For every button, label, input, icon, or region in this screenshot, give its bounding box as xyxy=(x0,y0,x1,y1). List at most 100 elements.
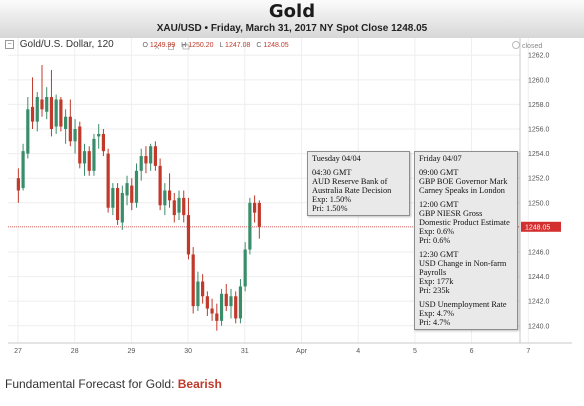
candle xyxy=(134,163,139,208)
event-line: USD Unemployment Rate xyxy=(419,300,507,309)
candle-body xyxy=(229,296,233,307)
y-tick-label: 1254.0 xyxy=(528,151,550,158)
candle xyxy=(172,192,176,223)
candle xyxy=(68,99,72,147)
candle xyxy=(97,124,101,149)
candle-body xyxy=(82,151,87,164)
event-box-tuesday: Tuesday 04/04 04:30 GMT AUD Reserve Bank o… xyxy=(307,151,410,216)
candle-body xyxy=(30,106,35,122)
event-line: GBP NIESR Gross xyxy=(419,209,483,218)
candle xyxy=(144,146,148,174)
x-tick-label: 4 xyxy=(356,348,360,355)
candle-body xyxy=(219,293,224,321)
candle xyxy=(49,69,54,137)
event-line: Domestic Product Estimate xyxy=(419,218,510,227)
candle-body xyxy=(257,202,261,227)
candle xyxy=(257,200,261,239)
event-line: Exp: 4.7% xyxy=(419,309,455,318)
symbol-label: Gold/U.S. Dollar, 120 xyxy=(19,39,114,50)
candle xyxy=(224,283,228,312)
event-line: Exp: 1.50% xyxy=(312,195,352,204)
candle-body xyxy=(163,190,167,206)
toggle-collapse-icon[interactable]: − xyxy=(5,40,14,49)
candle xyxy=(196,271,200,312)
candle-body xyxy=(125,183,129,196)
event-line: Pri: 4.7% xyxy=(419,318,451,327)
candle xyxy=(26,97,30,159)
candle-body xyxy=(224,293,228,307)
candle xyxy=(111,183,115,216)
candle-body xyxy=(115,188,120,221)
y-tick-label: 1240.0 xyxy=(528,323,550,330)
y-tick-label: 1250.0 xyxy=(528,200,550,207)
event-box-friday: Friday 04/07 09:00 GMT GBP BOE Governor Ma… xyxy=(414,151,518,330)
candle-body xyxy=(92,138,96,171)
candle-body xyxy=(64,116,68,130)
event-line: 12:30 GMT xyxy=(419,250,459,259)
candle xyxy=(54,94,58,134)
event-line: 04:30 GMT xyxy=(312,168,352,177)
chart-legend-row: − Gold/U.S. Dollar, 120 O 1249.99 H 1250… xyxy=(5,39,289,55)
event-line: Australia Rate Decision xyxy=(312,186,392,195)
candle xyxy=(40,65,44,117)
candle-body xyxy=(149,146,153,164)
candle-body xyxy=(73,129,77,142)
candle-body xyxy=(49,97,54,130)
candle-body xyxy=(158,165,162,206)
x-tick-label: 5 xyxy=(413,348,417,355)
candle-body xyxy=(248,202,252,250)
candle xyxy=(229,288,233,319)
candle xyxy=(87,146,91,176)
candle-body xyxy=(167,190,172,201)
event-item: 04:30 GMT AUD Reserve Bank of Australia Ra… xyxy=(312,168,406,213)
event-line: Exp: 177k xyxy=(419,277,454,286)
last-price-label: 1248.05 xyxy=(525,224,550,231)
chart-settings-icon[interactable] xyxy=(168,44,174,50)
candle-body xyxy=(243,249,247,287)
candle xyxy=(92,133,96,176)
candle-body xyxy=(144,156,148,164)
candle xyxy=(219,288,224,326)
candle-body xyxy=(139,156,143,171)
y-tick-label: 1258.0 xyxy=(528,102,550,109)
candle xyxy=(163,183,167,216)
candle-body xyxy=(45,97,49,112)
candle xyxy=(210,298,214,321)
candle xyxy=(167,173,172,208)
candle xyxy=(177,190,181,221)
y-tick-label: 1242.0 xyxy=(528,299,550,306)
x-tick-label: Apr xyxy=(296,348,308,355)
candle xyxy=(139,148,143,181)
event-line: Pri: 235k xyxy=(419,286,450,295)
candle-body xyxy=(238,286,243,319)
event-line: Exp: 0.6% xyxy=(419,227,455,236)
candle-body xyxy=(68,116,72,142)
y-tick-label: 1262.0 xyxy=(528,53,550,60)
candle xyxy=(205,291,209,316)
candle-body xyxy=(191,254,195,307)
candle xyxy=(30,77,35,130)
candle xyxy=(16,168,20,203)
candle xyxy=(158,158,162,211)
ohlc-high: 1250.20 xyxy=(188,42,214,49)
candle xyxy=(248,197,252,255)
candle-body xyxy=(78,126,82,164)
x-tick-label: 6 xyxy=(470,348,474,355)
candle-body xyxy=(54,99,58,127)
candle xyxy=(182,190,186,223)
candle-body xyxy=(253,202,257,213)
event-line: 09:00 GMT xyxy=(419,168,459,177)
chart-subtitle: XAU/USD • Friday, March 31, 2017 NY Spot… xyxy=(156,23,428,34)
snapshot-icon[interactable] xyxy=(182,43,190,50)
candle-body xyxy=(59,99,63,127)
event-line: Carney Speaks in London xyxy=(419,186,505,195)
candle-body xyxy=(215,313,219,321)
market-status: closed xyxy=(512,41,542,50)
candle-body xyxy=(130,185,134,203)
zoom-reset-icon[interactable] xyxy=(154,44,160,50)
y-tick-label: 1246.0 xyxy=(528,249,550,256)
event-day-heading: Friday 04/07 xyxy=(419,154,462,163)
chart-header: Gold XAU/USD • Friday, March 31, 2017 NY… xyxy=(0,0,584,39)
candle xyxy=(130,178,134,211)
event-line: GBP BOE Governor Mark xyxy=(419,177,508,186)
